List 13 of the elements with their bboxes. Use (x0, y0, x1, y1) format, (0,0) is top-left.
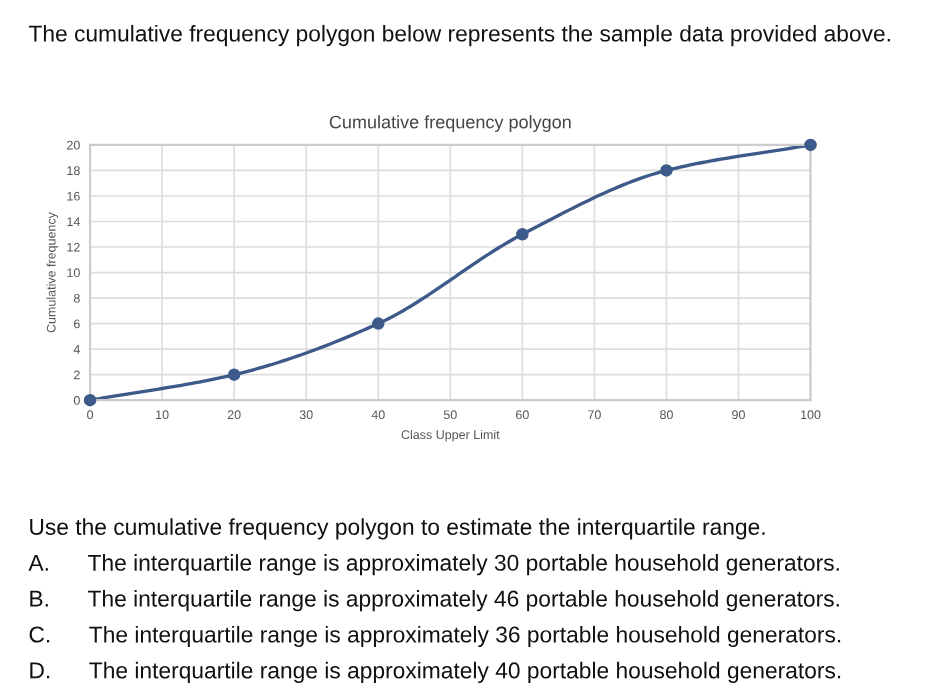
point (660, 164, 673, 177)
point (227, 368, 241, 381)
text: B. The interquartile range is approximately 46 portable household generators. (30, 590, 839, 612)
chart-title: Cumulative frequency polygon (329, 115, 571, 132)
text: C. The interquartile range is approximately 36 portable household generators. (29, 625, 841, 648)
text: The cumulative frequency polygon below represents the sample data provided above. (28, 24, 890, 47)
text: D. The interquartile range is approximately 40 portable household generators. (30, 661, 841, 683)
text: Use the cumulative frequency polygon to estimate the interquartile range. (30, 518, 765, 540)
text: A. The interquartile range is approximately 30 portable household generators. (28, 554, 839, 576)
point (83, 393, 97, 407)
point (372, 317, 385, 330)
point (804, 138, 817, 152)
point (516, 228, 529, 241)
